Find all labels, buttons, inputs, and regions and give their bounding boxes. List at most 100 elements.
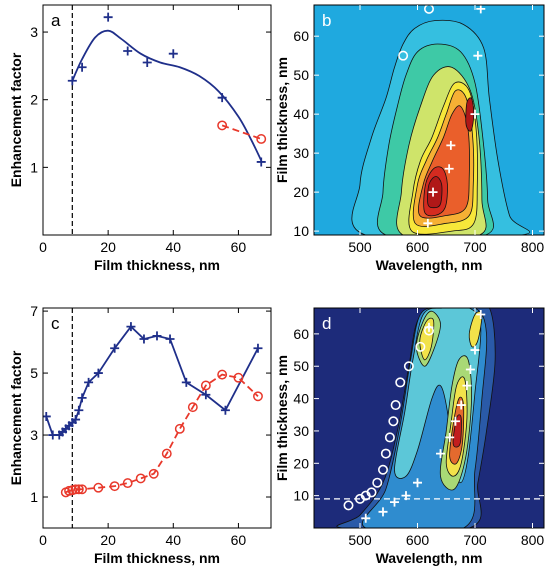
circle-marker <box>424 5 434 14</box>
plot-area <box>43 308 263 528</box>
panel-letter: c <box>51 314 60 333</box>
plot-area <box>67 5 267 235</box>
circle-marker <box>398 50 409 61</box>
y-tick-label: 3 <box>30 24 38 40</box>
plus-marker <box>168 49 178 59</box>
x-tick-label: 0 <box>39 532 47 548</box>
circle-marker <box>148 468 159 479</box>
plus-marker <box>413 478 422 488</box>
y-tick-label: 50 <box>293 67 309 83</box>
circle-marker <box>161 448 172 459</box>
series-line-1 <box>65 373 259 494</box>
circle-marker <box>415 341 426 352</box>
plus-marker <box>378 507 388 517</box>
circle-marker <box>366 487 377 498</box>
x-tick-label: 500 <box>348 532 372 548</box>
x-axis-label: Film thickness, nm <box>94 257 220 273</box>
plus-marker <box>126 322 136 332</box>
plus-marker <box>77 393 87 403</box>
x-tick-label: 20 <box>100 239 116 255</box>
plus-marker <box>456 400 466 410</box>
plus-marker <box>103 12 113 22</box>
plus-marker <box>165 334 175 344</box>
circle-marker <box>73 484 84 495</box>
y-tick-label: 40 <box>293 391 309 407</box>
plus-marker <box>110 343 120 353</box>
y-tick-label: 10 <box>293 223 309 239</box>
circle-marker <box>135 473 146 484</box>
circle-marker <box>233 372 244 383</box>
y-tick-label: 7 <box>30 303 38 319</box>
circle-marker <box>390 400 401 411</box>
x-tick-label: 600 <box>406 239 430 255</box>
series-line-1 <box>71 29 263 161</box>
x-tick-label: 40 <box>165 239 181 255</box>
x-tick-label: 800 <box>521 239 545 255</box>
plus-marker <box>436 449 445 459</box>
plus-marker <box>361 513 371 523</box>
plus-marker <box>401 491 411 501</box>
plot-area <box>314 5 544 235</box>
y-tick-label: 60 <box>293 326 309 342</box>
y-axis-label: Enhancement factor <box>8 350 24 485</box>
circle-marker <box>384 432 395 443</box>
circle-marker <box>380 448 391 459</box>
circle-marker <box>93 482 104 493</box>
panel-letter: b <box>322 11 331 30</box>
y-tick-label: 5 <box>30 365 38 381</box>
y-tick-label: 3 <box>30 427 38 443</box>
axes-frame <box>42 307 272 529</box>
plus-marker <box>423 218 433 228</box>
y-tick-label: 60 <box>293 28 309 44</box>
plus-marker <box>450 416 460 426</box>
y-axis-label: Enhancement factor <box>8 52 24 187</box>
circle-marker <box>343 500 354 511</box>
plus-marker <box>473 51 483 61</box>
plus-marker <box>465 364 475 374</box>
x-tick-label: 60 <box>231 239 247 255</box>
plus-marker <box>139 334 149 344</box>
panel-d: 500 600 700 800 10 20 30 40 50 60 Wavelength, nm Fi… <box>274 307 545 566</box>
plus-marker <box>93 368 103 378</box>
plus-marker <box>446 140 456 150</box>
y-tick-label: 40 <box>293 106 309 122</box>
series-line-2 <box>221 124 262 140</box>
plus-marker <box>390 497 399 507</box>
plus-marker <box>201 390 211 400</box>
panel-b: 500 600 700 800 10 20 30 40 50 60 Wavelength, nm Fi… <box>274 4 545 273</box>
axes-frame <box>313 4 545 236</box>
plus-marker <box>444 164 454 174</box>
circle-marker <box>109 481 120 492</box>
panel-letter: a <box>51 11 61 30</box>
y-tick-label: 10 <box>293 488 309 504</box>
plus-marker <box>142 58 152 67</box>
plus-marker <box>71 415 81 425</box>
circle-marker <box>174 423 185 434</box>
axes-frame <box>313 307 545 529</box>
x-tick-label: 20 <box>100 532 116 548</box>
y-tick-label: 30 <box>293 423 309 439</box>
y-tick-label: 20 <box>293 184 309 200</box>
circle-marker <box>377 464 388 475</box>
x-axis-label: Wavelength, nm <box>376 257 483 273</box>
x-tick-label: 500 <box>348 239 372 255</box>
circle-marker <box>256 133 267 144</box>
plus-marker <box>253 343 263 353</box>
plus-marker <box>424 322 434 332</box>
plus-marker <box>84 377 94 387</box>
y-axis-label: Film thickness, nm <box>274 57 290 183</box>
x-tick-label: 40 <box>165 532 181 548</box>
x-tick-label: 600 <box>406 532 430 548</box>
y-tick-label: 20 <box>293 455 309 471</box>
circle-marker <box>217 369 228 380</box>
circle-marker <box>253 391 263 402</box>
x-axis-label: Wavelength, nm <box>376 550 483 566</box>
circle-marker <box>200 380 211 391</box>
circle-marker <box>187 402 198 413</box>
y-tick-label: 1 <box>30 159 38 175</box>
plus-marker <box>445 432 455 442</box>
x-tick-label: 700 <box>463 239 487 255</box>
plot-area <box>314 308 544 528</box>
y-tick-label: 2 <box>30 92 38 108</box>
